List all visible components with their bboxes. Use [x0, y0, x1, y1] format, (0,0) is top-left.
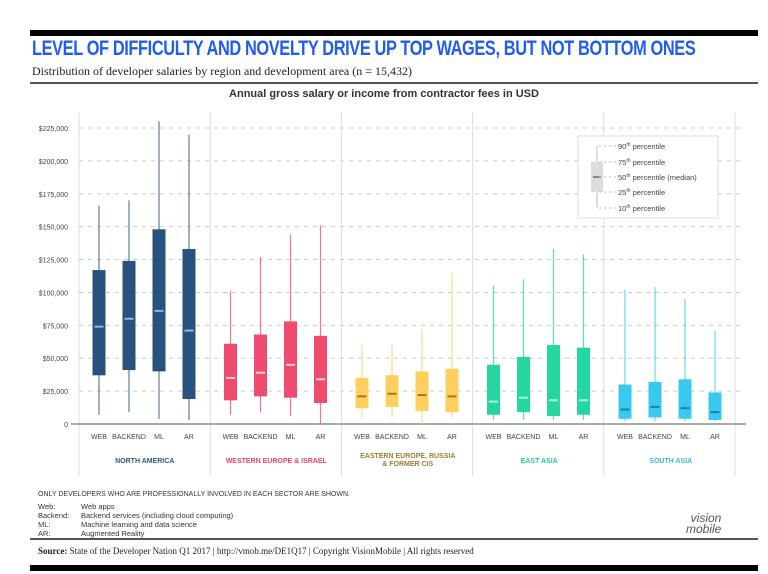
iqr-box	[547, 345, 560, 417]
box-plot-chart: 0 $25,000 $50,000 $75,000 $100,000 $125,000 $1…	[39, 112, 746, 476]
region-label: NORTH AMERICA	[115, 458, 174, 465]
region-label: EASTERN EUROPE, RUSSIA	[360, 453, 455, 460]
x-category-label: ML	[549, 434, 559, 441]
x-category-label: AR	[710, 434, 720, 441]
y-tick-label: $50,000	[43, 356, 68, 363]
x-category-label: BACKEND	[375, 434, 409, 441]
x-category-label: BACKEND	[507, 434, 541, 441]
x-category-label: BACKEND	[112, 434, 146, 441]
visionmobile-logo: vision mobile	[686, 511, 722, 536]
x-category-label: ML	[417, 434, 427, 441]
y-tick-label: $200,000	[39, 159, 68, 166]
iqr-box	[152, 229, 166, 372]
iqr-box	[678, 379, 692, 419]
y-tick-label: $175,000	[39, 192, 68, 199]
x-category-label: AR	[184, 434, 194, 441]
iqr-box	[445, 368, 459, 413]
y-tick-label: 0	[64, 422, 68, 429]
iqr-box	[122, 260, 136, 371]
iqr-box	[708, 392, 722, 421]
definition-backend: Backend: Backend services (including clou…	[38, 511, 234, 520]
legend-item: 25th percentile	[618, 188, 665, 197]
legend-item: 50th percentile (median)	[618, 173, 697, 182]
legend-item: 90th percentile	[618, 142, 665, 151]
definition-web: Web: Web apps	[38, 502, 115, 511]
definition-ar: AR: Augmented Reality	[38, 529, 145, 538]
x-category-label: WEB	[617, 434, 633, 441]
iqr-box	[314, 335, 327, 403]
iqr-box	[487, 364, 500, 415]
x-category-label: BACKEND	[244, 434, 278, 441]
region-label: WESTERN EUROPE & ISRAEL	[226, 458, 328, 465]
x-category-label: WEB	[486, 434, 502, 441]
legend-item: 10th percentile	[618, 204, 665, 213]
y-tick-label: $100,000	[39, 290, 68, 297]
top-rule	[30, 30, 758, 36]
iqr-box	[415, 371, 429, 411]
definition-ml: ML: Machine learning and data science	[38, 520, 197, 529]
x-category-label: WEB	[223, 434, 239, 441]
y-tick-label: $75,000	[43, 323, 68, 330]
page-subtitle: Distribution of developer salaries by re…	[32, 64, 412, 78]
header-divider	[30, 82, 758, 84]
x-category-label: AR	[447, 434, 457, 441]
chart-title: Annual gross salary or income from contr…	[229, 88, 539, 100]
iqr-box	[92, 270, 106, 376]
y-tick-label: $125,000	[39, 258, 68, 265]
x-category-label: BACKEND	[638, 434, 672, 441]
x-category-label: AR	[579, 434, 589, 441]
iqr-box	[577, 347, 590, 415]
iqr-box	[618, 384, 632, 419]
iqr-box	[224, 343, 237, 401]
iqr-box	[517, 356, 530, 413]
y-tick-label: $25,000	[43, 389, 68, 396]
x-category-label: ML	[154, 434, 164, 441]
iqr-box	[385, 375, 399, 407]
iqr-box	[254, 334, 267, 397]
x-category-label: WEB	[354, 434, 370, 441]
iqr-box	[182, 249, 196, 400]
iqr-box	[648, 381, 662, 418]
bottom-rule	[30, 565, 758, 571]
page-title: LEVEL OF DIFFICULTY AND NOVELTY DRIVE UP…	[32, 37, 696, 60]
iqr-box	[284, 321, 297, 398]
iqr-box	[355, 377, 369, 409]
y-tick-label: $225,000	[39, 126, 68, 133]
footnote: ONLY DEVELOPERS WHO ARE PROFESSIONALLY I…	[38, 491, 350, 498]
source-line: Source: State of the Developer Nation Q1…	[38, 546, 474, 556]
x-category-label: ML	[680, 434, 690, 441]
y-tick-label: $150,000	[39, 225, 68, 232]
x-category-label: AR	[316, 434, 326, 441]
legend-item: 75th percentile	[618, 158, 665, 167]
x-category-label: WEB	[91, 434, 107, 441]
region-label: SOUTH ASIA	[649, 458, 692, 465]
footer-divider	[30, 538, 758, 540]
definitions-list: Web: Web apps Backend: Backend services (i…	[38, 502, 233, 538]
region-label: EAST ASIA	[521, 458, 558, 465]
x-category-label: ML	[286, 434, 296, 441]
region-label: & FORMER CIS	[382, 461, 433, 468]
